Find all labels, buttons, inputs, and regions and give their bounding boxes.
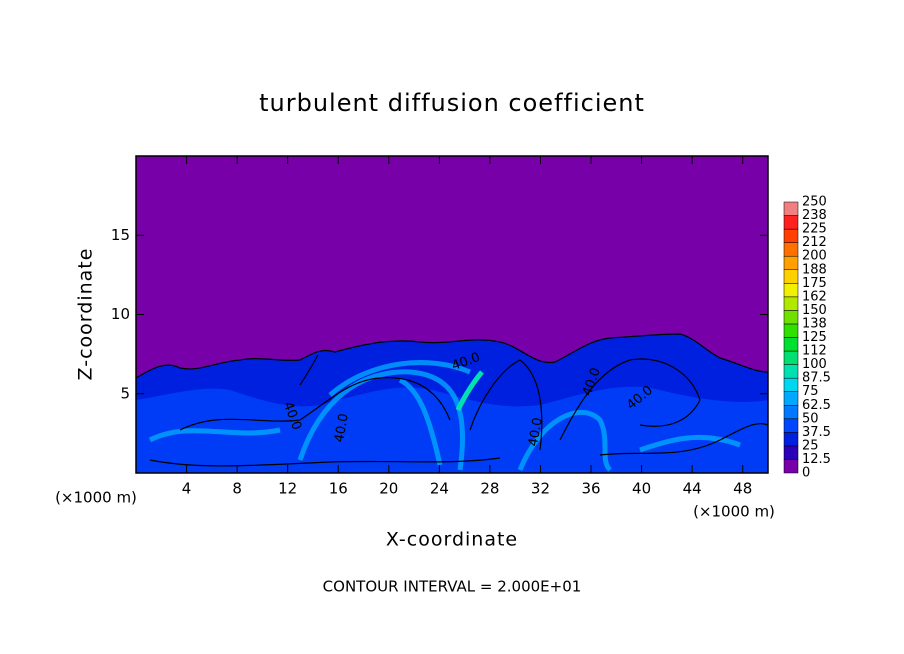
x-tick-label: 28 <box>480 480 499 498</box>
x-unit-label: (×1000 m) <box>693 503 775 521</box>
colorbar-swatch <box>783 432 799 447</box>
colorbar-swatch <box>783 242 799 257</box>
colorbar-swatch <box>783 310 799 325</box>
contour-label: 40.0 <box>526 416 546 447</box>
colorbar-label: 62.5 <box>802 398 831 413</box>
colorbar-label: 238 <box>802 208 827 223</box>
x-tick-label: 12 <box>278 480 297 498</box>
x-tick-label: 16 <box>329 480 348 498</box>
colorbar-label: 200 <box>802 249 827 264</box>
x-tick-label: 4 <box>182 480 192 498</box>
y-axis-label: Z-coordinate <box>75 248 97 381</box>
colorbar-label: 138 <box>802 316 827 331</box>
contour-line <box>135 333 769 379</box>
field-streak <box>328 360 471 397</box>
x-tick-label: 36 <box>581 480 600 498</box>
colorbar-swatch <box>783 364 799 379</box>
colorbar-label: 100 <box>802 357 827 372</box>
contour-line <box>149 457 501 467</box>
colorbar-label: 188 <box>802 262 827 277</box>
y-tick-label: 5 <box>120 384 130 402</box>
contour-line <box>559 358 701 441</box>
colorbar-swatch <box>783 201 799 216</box>
colorbar-swatch <box>783 283 799 298</box>
y-tick-label: 15 <box>111 226 130 244</box>
colorbar-label: 37.5 <box>802 425 831 440</box>
colorbar-swatch <box>783 215 799 230</box>
colorbar-label: 0 <box>802 466 810 481</box>
colorbar-swatch <box>783 405 799 420</box>
colorbar-label: 175 <box>802 276 827 291</box>
field-streak <box>639 434 741 453</box>
field-region <box>136 386 768 473</box>
field-streak <box>297 369 466 471</box>
contour-label: 40.0 <box>332 412 352 443</box>
colorbar-label: 125 <box>802 330 827 345</box>
contour-line <box>299 354 319 386</box>
colorbar-label: 75 <box>802 384 819 399</box>
y-tick-label: 10 <box>111 305 130 323</box>
x-tick-label: 20 <box>379 480 398 498</box>
x-tick-label: 40 <box>632 480 651 498</box>
chart-title: turbulent diffusion coefficient <box>259 89 645 117</box>
colorbar-swatch <box>783 269 799 284</box>
x-tick-label: 44 <box>683 480 702 498</box>
colorbar-label: 225 <box>802 222 827 237</box>
contour-line <box>179 377 451 431</box>
field-streak <box>455 370 484 412</box>
colorbar-swatch <box>783 337 799 352</box>
colorbar-label: 25 <box>802 438 819 453</box>
colorbar-swatch <box>783 391 799 406</box>
colorbar-label: 87.5 <box>802 371 831 386</box>
colorbar-swatch <box>783 350 799 365</box>
colorbar-label: 162 <box>802 289 827 304</box>
field-streak <box>398 377 443 466</box>
x-axis-label: X-coordinate <box>386 529 518 551</box>
colorbar-label: 12.5 <box>802 452 831 467</box>
colorbar-label: 150 <box>802 303 827 318</box>
colorbar-swatch <box>783 323 799 338</box>
colorbar-swatch <box>783 418 799 433</box>
colorbar-swatch <box>783 255 799 271</box>
contour-line <box>469 359 543 451</box>
colorbar-swatch <box>783 445 799 460</box>
field-streak <box>148 427 281 443</box>
footer-note: CONTOUR INTERVAL = 2.000E+01 <box>323 578 582 596</box>
colorbar-swatch <box>783 377 799 392</box>
x-tick-label: 24 <box>430 480 449 498</box>
colorbar-swatch <box>783 459 799 474</box>
x-tick-label: 8 <box>232 480 242 498</box>
x-unit-label: (×1000 m) <box>55 489 137 507</box>
colorbar-label: 112 <box>802 344 827 359</box>
contour-line <box>599 423 769 456</box>
colorbar-label: 212 <box>802 235 827 250</box>
x-tick-label: 48 <box>733 480 752 498</box>
colorbar-swatch <box>783 228 799 243</box>
colorbar-label: 250 <box>802 195 827 210</box>
colorbar-swatch <box>783 296 799 311</box>
colorbar-label: 50 <box>802 411 819 426</box>
x-tick-label: 32 <box>531 480 550 498</box>
